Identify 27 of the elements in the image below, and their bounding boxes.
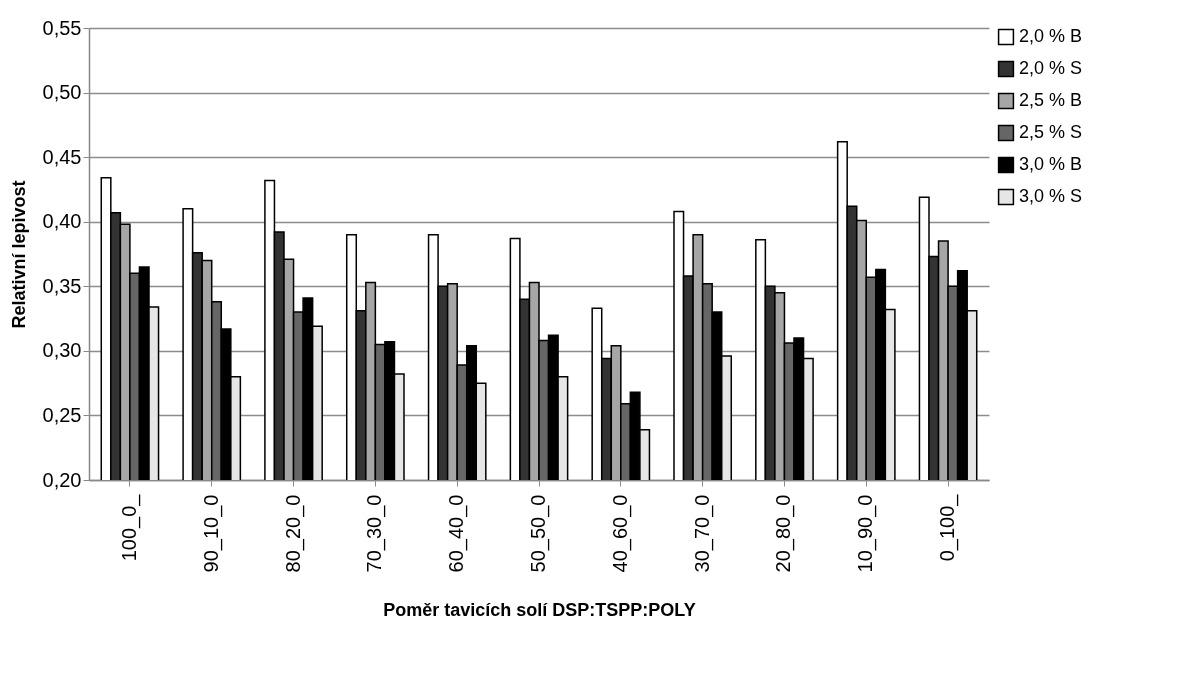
legend-label: 2,5 % B: [1019, 90, 1083, 110]
y-tick-label: 0,50: [42, 81, 82, 104]
x-tick-label: 20_80_0: [772, 494, 796, 573]
y-tick-label: 0,35: [42, 274, 82, 297]
y-tick-label: 0,30: [42, 339, 82, 362]
legend-label: 2,0 % B: [1019, 26, 1083, 46]
legend-label: 2,0 % S: [1019, 58, 1083, 78]
legend-label: 3,0 % S: [1019, 186, 1083, 206]
x-tick-label: 0_100_: [936, 493, 960, 562]
x-tick-label: 90_10_0: [199, 494, 223, 573]
x-tick-label: 80_20_0: [281, 494, 305, 573]
x-tick-label: 30_70_0: [690, 494, 714, 573]
y-tick-label: 0,45: [42, 145, 82, 168]
x-tick-label: 70_30_0: [363, 494, 387, 573]
legend-label: 2,5 % S: [1019, 122, 1083, 142]
x-tick-label: 60_40_0: [445, 494, 469, 573]
y-tick-label: 0,55: [42, 16, 82, 39]
y-tick-label: 0,40: [42, 210, 82, 233]
y-tick-label: 0,20: [42, 468, 82, 491]
y-tick-label: 0,25: [42, 403, 82, 426]
x-tick-label: 50_50_0: [527, 494, 550, 573]
x-tick-label: 100_0_: [117, 493, 141, 562]
y-axis-title: Relativní lepivost: [8, 180, 29, 329]
x-axis-title: Poměr tavicích solí DSP:TSPP:POLY: [383, 600, 696, 621]
legend-label: 3,0 % B: [1019, 154, 1083, 174]
x-tick-label: 10_90_0: [854, 494, 878, 573]
x-tick-label: 40_60_0: [608, 494, 632, 573]
